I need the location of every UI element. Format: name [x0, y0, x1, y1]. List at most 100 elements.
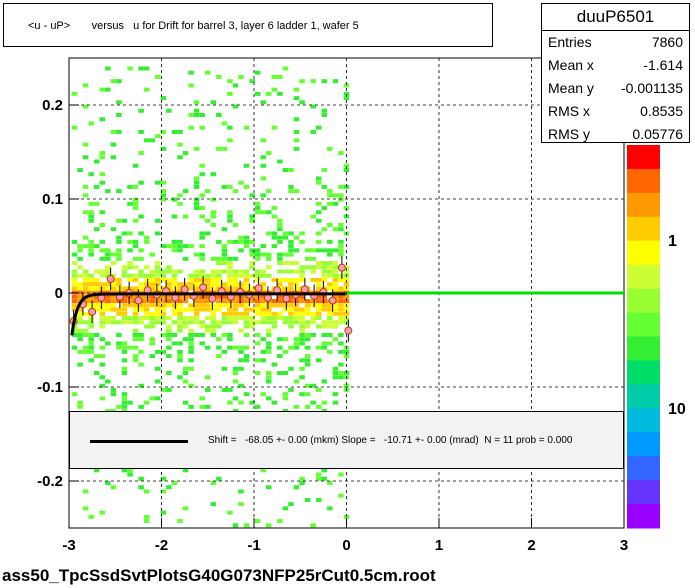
heatmap-cell	[232, 523, 239, 528]
heatmap-cell	[132, 337, 139, 342]
heatmap-cell	[293, 277, 300, 282]
stats-value: 7860	[651, 34, 683, 50]
heatmap-cell	[277, 337, 283, 342]
heatmap-cell	[227, 345, 233, 350]
heatmap-cell	[177, 193, 183, 198]
heatmap-cell	[221, 244, 228, 249]
heatmap-cell	[166, 332, 172, 337]
heatmap-cell	[216, 294, 222, 299]
heatmap-cell	[132, 303, 139, 308]
heatmap-cell	[82, 290, 89, 295]
heatmap-cell	[338, 252, 344, 257]
heatmap-cell	[160, 193, 167, 198]
heatmap-cell	[116, 239, 122, 244]
heatmap-cell	[260, 286, 266, 291]
heatmap-cell	[166, 316, 172, 321]
heatmap-cell	[77, 311, 83, 316]
heatmap-cell	[143, 273, 150, 278]
heatmap-cell	[299, 269, 305, 274]
heatmap-cell	[260, 337, 266, 342]
heatmap-cell	[199, 404, 205, 409]
heatmap-cell	[127, 472, 133, 477]
heatmap-cell	[227, 332, 233, 337]
heatmap-cell	[210, 307, 217, 312]
heatmap-cell	[238, 235, 244, 240]
heatmap-cell	[293, 341, 300, 346]
heatmap-cell	[271, 400, 278, 405]
heatmap-cell	[310, 277, 316, 282]
heatmap-cell	[254, 248, 261, 253]
heatmap-cell	[160, 489, 167, 494]
heatmap-cell	[288, 189, 294, 194]
heatmap-cell	[216, 112, 222, 117]
heatmap-cell	[110, 485, 117, 490]
heatmap-cell	[116, 256, 122, 261]
profile-point	[199, 283, 208, 292]
heatmap-cell	[93, 244, 100, 249]
heatmap-cell	[227, 282, 233, 287]
heatmap-cell	[299, 294, 305, 299]
heatmap-cell	[332, 311, 339, 316]
heatmap-cell	[343, 282, 350, 287]
heatmap-cell	[327, 146, 333, 151]
heatmap-cell	[210, 286, 217, 291]
heatmap-cell	[288, 299, 294, 304]
heatmap-cell	[132, 286, 139, 291]
heatmap-cell	[204, 303, 211, 308]
heatmap-cell	[210, 100, 217, 105]
heatmap-cell	[82, 273, 89, 278]
stats-key: RMS x	[548, 103, 590, 119]
heatmap-cell	[293, 307, 300, 312]
heatmap-cell	[188, 349, 194, 354]
heatmap-cell	[227, 184, 233, 189]
heatmap-cell	[332, 337, 339, 342]
heatmap-cell	[71, 269, 78, 274]
colorbar-label: 10	[668, 401, 686, 418]
heatmap-cell	[155, 307, 161, 312]
heatmap-cell	[332, 400, 339, 405]
heatmap-cell	[332, 261, 339, 266]
heatmap-cell	[304, 362, 311, 367]
heatmap-cell	[315, 277, 322, 282]
heatmap-cell	[116, 311, 122, 316]
heatmap-cell	[254, 206, 261, 211]
heatmap-cell	[315, 404, 322, 409]
heatmap-cell	[221, 248, 228, 253]
heatmap-cell	[177, 142, 183, 147]
heatmap-cell	[266, 303, 272, 308]
heatmap-cell	[249, 400, 255, 405]
heatmap-cell	[238, 303, 244, 308]
heatmap-cell	[243, 303, 250, 308]
heatmap-cell	[132, 184, 139, 189]
heatmap-cell	[271, 303, 278, 308]
heatmap-cell	[88, 201, 94, 206]
heatmap-cell	[266, 316, 272, 321]
heatmap-cell	[143, 519, 150, 524]
heatmap-cell	[221, 256, 228, 261]
heatmap-cell	[254, 277, 261, 282]
heatmap-cell	[327, 307, 333, 312]
heatmap-cell	[315, 176, 322, 181]
heatmap-cell	[243, 244, 250, 249]
heatmap-cell	[260, 307, 266, 312]
heatmap-cell	[304, 497, 311, 502]
heatmap-cell	[282, 396, 289, 401]
heatmap-cell	[127, 231, 133, 236]
heatmap-cell	[216, 269, 222, 274]
heatmap-cell	[216, 476, 222, 481]
heatmap-cell	[310, 299, 316, 304]
heatmap-cell	[321, 476, 328, 481]
heatmap-cell	[216, 354, 222, 359]
colorbar-segment	[627, 456, 660, 481]
heatmap-cell	[282, 303, 289, 308]
heatmap-cell	[88, 332, 94, 337]
heatmap-cell	[71, 273, 78, 278]
heatmap-cell	[138, 316, 144, 321]
heatmap-cell	[249, 252, 255, 257]
heatmap-cell	[243, 316, 250, 321]
heatmap-cell	[166, 269, 172, 274]
heatmap-cell	[332, 303, 339, 308]
heatmap-cell	[188, 244, 194, 249]
heatmap-cell	[210, 269, 217, 274]
heatmap-cell	[232, 345, 239, 350]
